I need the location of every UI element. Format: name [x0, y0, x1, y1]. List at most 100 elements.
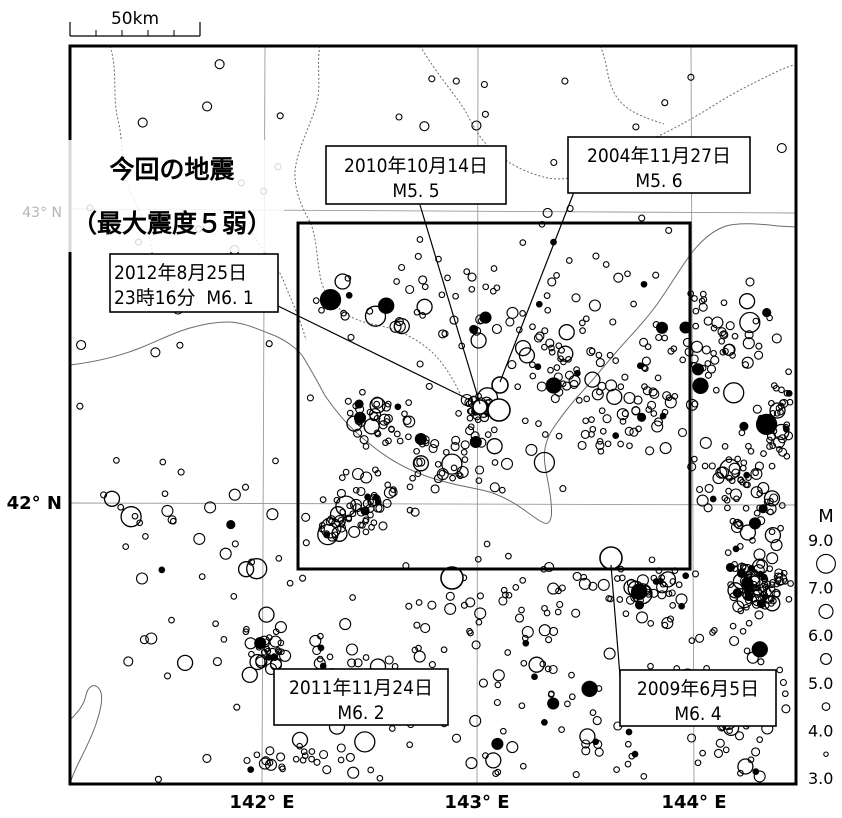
epicenter-marker — [645, 406, 653, 413]
epicenter-marker — [337, 756, 345, 764]
epicenter-marker — [737, 607, 745, 615]
epicenter-marker — [528, 656, 545, 673]
epicenter-marker — [612, 357, 620, 364]
epicenter-marker — [709, 495, 717, 503]
epicenter-marker — [687, 73, 695, 81]
epicenter-marker — [752, 317, 760, 325]
epicenter-marker — [474, 416, 482, 424]
epicenter-marker — [638, 214, 646, 222]
epicenter-marker — [342, 468, 350, 476]
epicenter-marker — [362, 528, 370, 536]
epicenter-marker — [668, 589, 676, 597]
epicenter-marker — [593, 739, 603, 749]
epicenter-marker — [434, 460, 442, 468]
epicenter-marker — [378, 413, 391, 426]
epicenter-marker — [756, 516, 766, 526]
epicenter-marker — [720, 299, 728, 307]
epicenter-marker — [651, 420, 664, 433]
epicenter-marker — [741, 361, 750, 369]
epicenter-marker — [704, 360, 712, 367]
epicenter-marker — [553, 272, 560, 279]
epicenter-marker — [356, 486, 366, 497]
epicenter-marker — [649, 388, 660, 399]
epicenter-marker — [308, 748, 316, 755]
epicenter-marker — [309, 634, 322, 647]
epicenter-marker — [618, 574, 626, 582]
epicenter-marker — [691, 295, 698, 302]
epicenter-marker — [345, 515, 353, 523]
epicenter-marker — [665, 226, 673, 234]
epicenter-marker — [777, 524, 784, 532]
epicenter-marker — [726, 474, 733, 482]
epicenter-marker — [692, 377, 709, 394]
epicenter-marker — [255, 654, 268, 667]
epicenter-marker — [359, 435, 369, 445]
epicenter-marker — [258, 606, 275, 623]
epicenter-marker — [529, 361, 536, 369]
epicenter-marker — [308, 755, 315, 763]
epicenter-marker — [624, 426, 634, 436]
epicenter-marker — [695, 633, 705, 643]
epicenter-marker — [647, 620, 655, 627]
epicenter-marker — [747, 582, 755, 590]
epicenter-marker — [494, 768, 502, 776]
epicenter-marker — [158, 566, 166, 574]
epicenter-marker — [352, 486, 360, 494]
epicenter-marker — [733, 495, 740, 503]
epicenter-marker — [632, 123, 640, 131]
epicenter-marker — [504, 649, 512, 656]
epicenter-marker — [556, 600, 564, 609]
epicenter-marker — [655, 333, 663, 342]
epicenter-marker — [451, 435, 461, 445]
epicenter-marker — [266, 759, 274, 767]
epicenter-marker — [405, 602, 413, 610]
epicenter-marker — [470, 332, 487, 349]
epicenter-marker — [547, 277, 557, 287]
epicenter-marker — [520, 659, 528, 667]
epicenter-marker — [763, 490, 781, 507]
epicenter-marker — [647, 662, 654, 670]
epicenter-marker — [265, 746, 275, 756]
epicenter-marker — [737, 476, 744, 484]
epicenter-marker — [474, 555, 482, 563]
epicenter-marker — [545, 636, 553, 644]
epicenter-marker — [588, 581, 598, 591]
epicenter-marker — [755, 342, 763, 350]
epicenter-marker — [577, 440, 587, 450]
epicenter-marker — [491, 323, 502, 335]
epicenter-marker — [543, 609, 551, 617]
epicenter-marker — [655, 321, 669, 334]
epicenter-marker — [469, 714, 482, 727]
epicenter-marker — [336, 743, 346, 753]
epicenter-marker — [751, 558, 769, 575]
epicenter-marker — [272, 457, 279, 465]
epicenter-marker — [327, 532, 337, 542]
epicenter-marker — [475, 465, 485, 475]
epicenter-marker — [701, 462, 709, 470]
epicenter-marker — [645, 446, 655, 456]
epicenter-marker — [514, 383, 522, 391]
epicenter-marker — [766, 443, 773, 450]
epicenter-marker — [622, 610, 630, 618]
epicenter-marker — [369, 397, 386, 414]
epicenter-marker — [403, 415, 416, 428]
epicenter-marker — [415, 599, 423, 606]
tick-labels: 142° E 143° E 144° E 42° N 43° N — [7, 205, 727, 813]
epicenter-marker — [720, 331, 728, 338]
epicenter-marker — [500, 586, 508, 594]
epicenter-marker — [348, 525, 361, 538]
epicenter-marker — [529, 323, 536, 331]
epicenter-marker — [557, 355, 564, 363]
epicenter-marker — [699, 364, 707, 372]
epicenter-marker — [739, 576, 749, 586]
epicenter-marker — [559, 380, 567, 388]
epicenter-marker — [266, 508, 279, 521]
epicenter-marker — [354, 731, 376, 753]
epicenter-marker — [547, 366, 554, 374]
epicenter-marker — [548, 348, 556, 356]
epicenter-marker — [741, 356, 754, 369]
legend-circle — [820, 653, 832, 665]
epicenter-marker — [641, 356, 651, 366]
epicenter-marker — [113, 457, 120, 464]
epicenter-marker — [463, 268, 471, 275]
